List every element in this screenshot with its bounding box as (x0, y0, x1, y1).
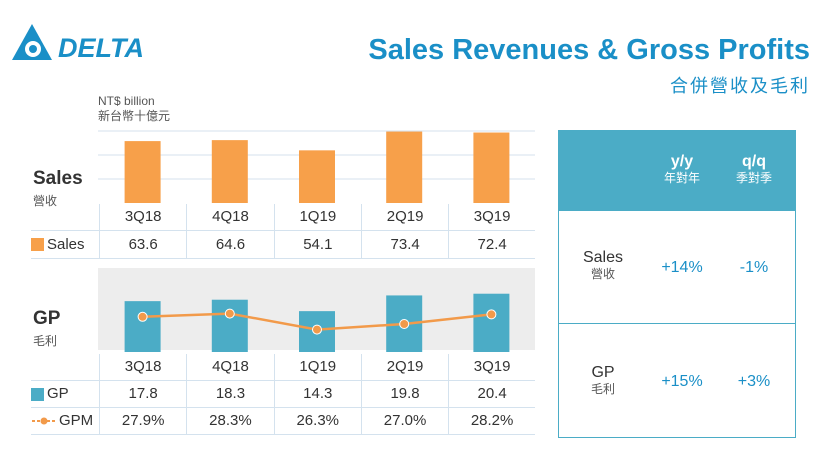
gp-value: 17.8 (99, 380, 188, 408)
sales-section-title: Sales (33, 168, 83, 189)
qq-sublabel: 季對季 (735, 171, 772, 185)
sales-legend-swatch (31, 238, 44, 252)
sales-category-label: 2Q19 (361, 204, 450, 231)
gp-section-subtitle: 毛利 (33, 334, 58, 348)
gpm-point (137, 311, 148, 322)
gp-category-label: 2Q19 (361, 354, 450, 381)
gpm-point (312, 324, 322, 335)
gp-header-blank (31, 354, 100, 381)
gp-category-label: 1Q19 (274, 354, 362, 381)
sales-bar (124, 141, 161, 203)
growth-row-title: Sales (582, 249, 624, 266)
sales-legend-label: Sales (47, 235, 85, 253)
gp-legend-swatch (31, 387, 44, 401)
gpm-value: 27.9% (99, 407, 188, 435)
page-title: Sales Revenues & Gross Profits (368, 34, 810, 66)
gpm-legend: GPM (31, 407, 100, 435)
growth-row-label: Sales 營收 (559, 249, 647, 281)
gp-bar (473, 293, 510, 352)
growth-yy-value: +14% (661, 259, 703, 276)
gpm-point (399, 319, 410, 329)
page-subtitle: 合併營收及毛利 (670, 76, 810, 96)
gp-legend-label: GP (47, 385, 69, 402)
unit-zh: 新台幣十億元 (98, 109, 171, 123)
sales-category-label: 3Q18 (99, 204, 188, 231)
sales-bar (211, 140, 248, 203)
growth-yy-value: +15% (661, 373, 703, 390)
gp-section-title: GP (33, 308, 61, 329)
delta-logo: DELTA (12, 24, 144, 62)
sales-data-table: 3Q18 4Q18 1Q19 2Q19 3Q19 Sales 63.6 64.6… (31, 204, 535, 259)
yy-header: y/y 年對年 (647, 153, 717, 185)
sales-header-blank (31, 204, 100, 231)
growth-table-header: y/y 年對年 q/q 季對季 (559, 131, 795, 211)
gp-legend: GP (31, 380, 100, 408)
sales-value: 54.1 (274, 230, 362, 259)
gpm-value: 27.0% (361, 407, 450, 435)
growth-row-label: GP 毛利 (559, 364, 647, 396)
brand-wordmark: DELTA (58, 33, 144, 62)
growth-qq-value: +3% (737, 373, 771, 390)
gpm-value: 28.3% (186, 407, 275, 435)
qq-header: q/q 季對季 (719, 153, 789, 185)
sales-value: 73.4 (361, 230, 450, 259)
sales-bar (386, 131, 423, 203)
growth-row-gp: GP 毛利 +15% +3% (559, 324, 795, 437)
sales-legend: Sales (31, 230, 100, 259)
gp-category-label: 3Q19 (448, 354, 535, 381)
sales-value: 64.6 (186, 230, 275, 259)
gp-value: 20.4 (448, 380, 535, 408)
unit-en: NT$ billion (98, 94, 155, 108)
qq-label: q/q (742, 153, 766, 170)
gpm-legend-swatch (32, 417, 56, 425)
gpm-point (224, 308, 235, 319)
gp-value: 19.8 (361, 380, 450, 408)
gp-value: 18.3 (186, 380, 275, 408)
yy-label: y/y (670, 153, 694, 170)
sales-value: 72.4 (448, 230, 535, 259)
gpm-value: 28.2% (448, 407, 535, 435)
growth-row-sales: Sales 營收 +14% -1% (559, 211, 795, 324)
yy-sublabel: 年對年 (663, 171, 700, 185)
gp-bar (124, 301, 161, 352)
gpm-point (486, 309, 497, 320)
gp-value: 14.3 (274, 380, 362, 408)
sales-category-label: 4Q18 (186, 204, 275, 231)
gpm-value: 26.3% (274, 407, 362, 435)
sales-category-label: 3Q19 (448, 204, 535, 231)
growth-row-subtitle: 毛利 (590, 382, 615, 396)
gp-category-label: 3Q18 (99, 354, 188, 381)
gp-data-table: 3Q18 4Q18 1Q19 2Q19 3Q19 GP 17.8 18.3 14… (31, 354, 535, 435)
sales-value: 63.6 (99, 230, 188, 259)
growth-row-subtitle: 營收 (590, 267, 615, 281)
gpm-legend-label: GPM (59, 412, 94, 429)
growth-qq-value: -1% (739, 259, 769, 276)
unit-label: NT$ billion 新台幣十億元 (98, 94, 170, 124)
gp-category-label: 4Q18 (186, 354, 275, 381)
growth-row-title: GP (591, 364, 615, 381)
growth-table: y/y 年對年 q/q 季對季 Sales 營收 +14% -1% GP 毛利 … (558, 130, 796, 438)
gp-bar (211, 299, 248, 352)
sales-bar (299, 150, 335, 203)
sales-category-label: 1Q19 (274, 204, 362, 231)
sales-bar (473, 132, 510, 203)
